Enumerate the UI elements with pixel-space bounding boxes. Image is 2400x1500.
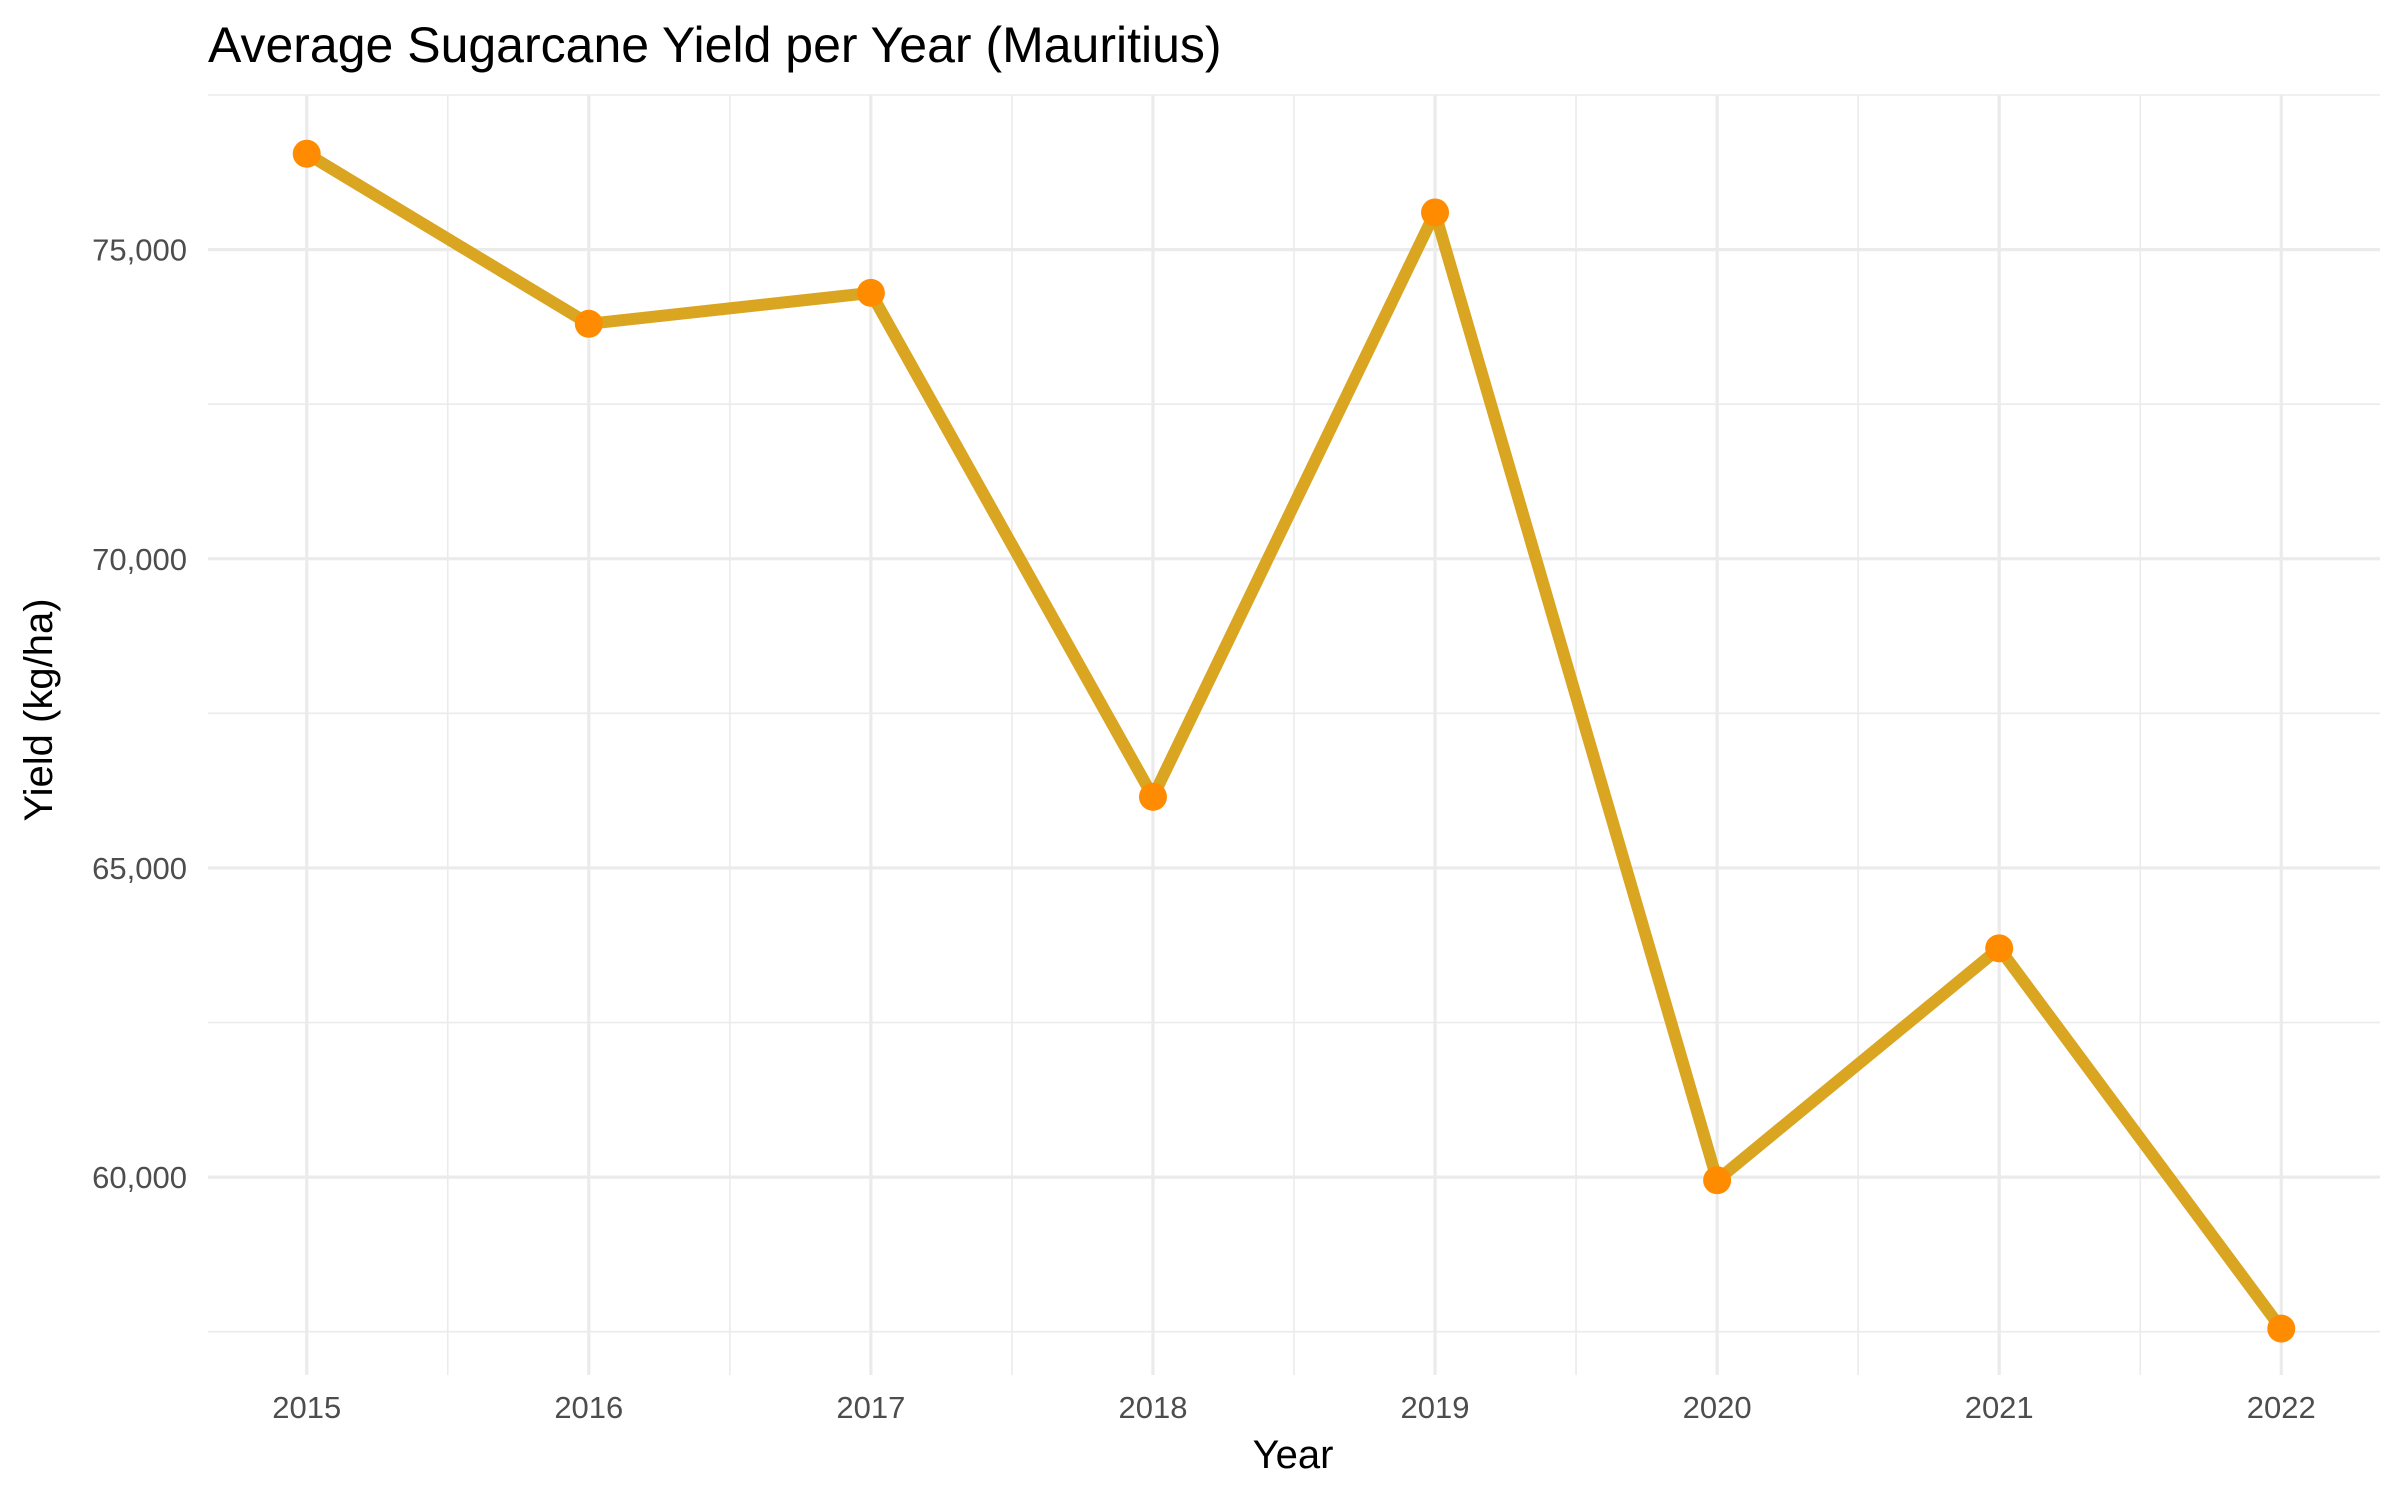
y-tick-label: 65,000 [92, 851, 187, 886]
data-point [1138, 782, 1167, 811]
y-axis-title: Yield (kg/ha) [17, 598, 61, 821]
x-axis-title: Year [1253, 1433, 1334, 1477]
data-point [856, 278, 885, 307]
data-point [1421, 198, 1450, 227]
x-axis-ticks: 2015 2016 2017 2018 2019 2020 2021 2022 [272, 1390, 2316, 1425]
y-axis-ticks: 60,000 65,000 70,000 75,000 [92, 233, 187, 1196]
x-tick-label: 2019 [1401, 1390, 1470, 1425]
data-point [574, 309, 603, 338]
series-layer [292, 139, 2296, 1343]
data-point [292, 139, 321, 168]
series-line [303, 148, 2287, 1333]
x-tick-label: 2018 [1118, 1390, 1187, 1425]
y-tick-label: 70,000 [92, 542, 187, 577]
y-tick-label: 60,000 [92, 1160, 187, 1195]
data-point [1985, 934, 2014, 963]
x-tick-label: 2017 [836, 1390, 905, 1425]
data-point [1703, 1166, 1732, 1195]
x-tick-label: 2016 [554, 1390, 623, 1425]
x-tick-label: 2021 [1965, 1390, 2034, 1425]
y-tick-label: 75,000 [92, 233, 187, 268]
chart-title: Average Sugarcane Yield per Year (Maurit… [208, 17, 1222, 73]
data-point [2267, 1314, 2296, 1343]
x-tick-label: 2020 [1683, 1390, 1752, 1425]
x-tick-label: 2015 [272, 1390, 341, 1425]
x-tick-label: 2022 [2247, 1390, 2316, 1425]
